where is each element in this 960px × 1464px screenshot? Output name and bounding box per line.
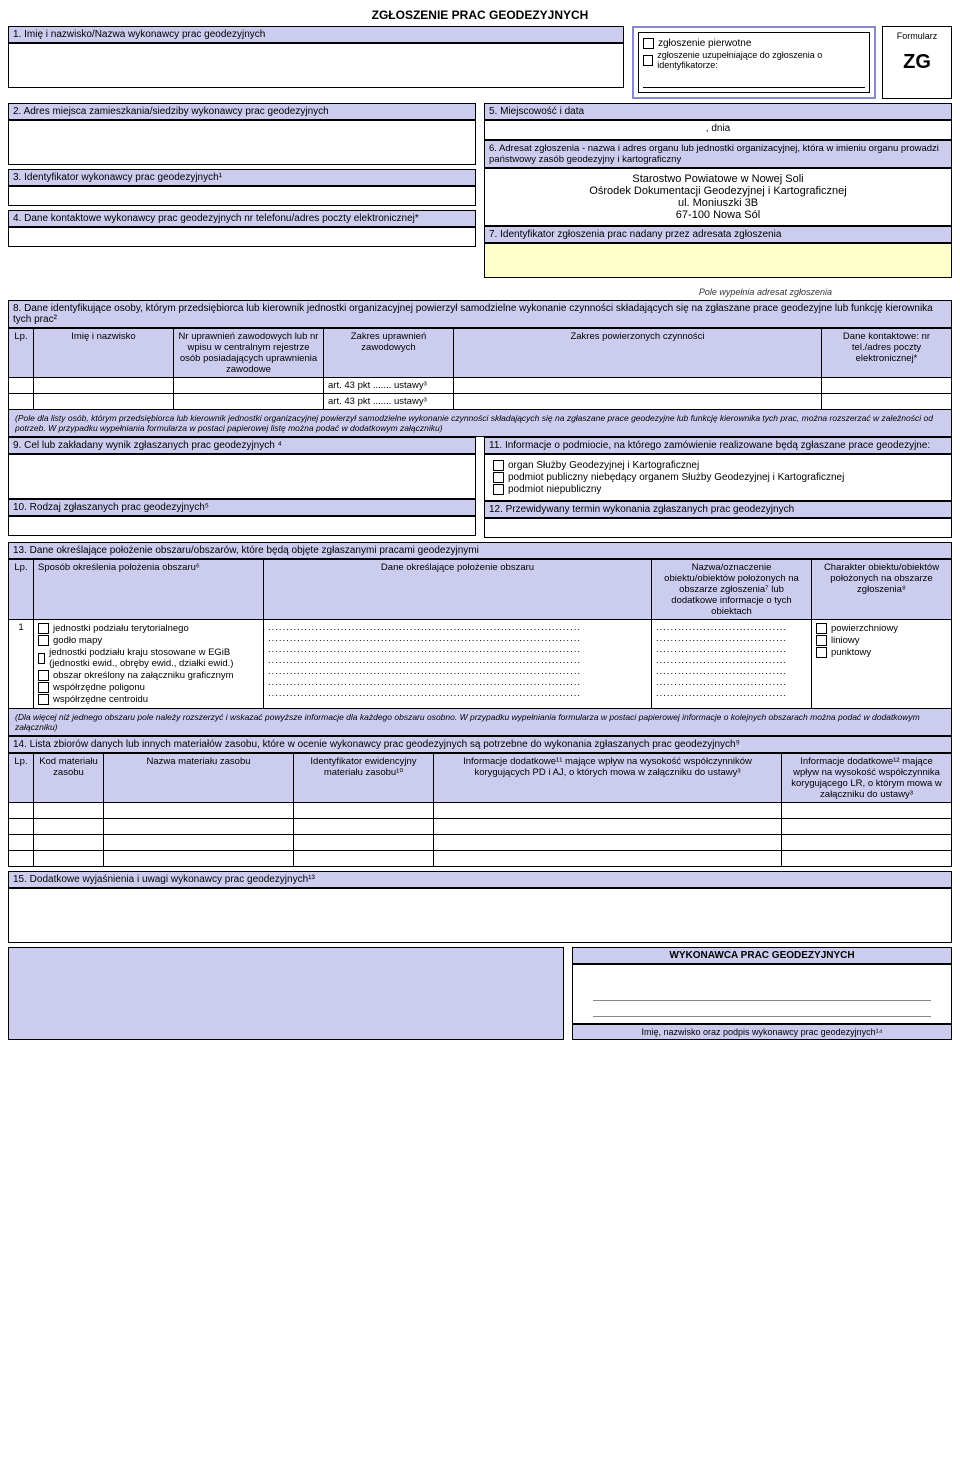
input-address[interactable] (8, 120, 476, 165)
cb-poligon[interactable] (38, 682, 49, 693)
table-row[interactable]: art. 43 pkt ....... ustawy³ (9, 378, 952, 394)
section-7-header: 7. Identyfikator zgłoszenia prac nadany … (484, 226, 952, 243)
section-14-header: 14. Lista zbiorów danych lub innych mate… (8, 736, 952, 753)
recipient-line-3: ul. Moniuszki 3B (489, 197, 947, 209)
table-row[interactable]: 1 jednostki podziału terytorialnego godł… (9, 620, 952, 709)
table-persons: Lp. Imię i nazwisko Nr uprawnień zawodow… (8, 328, 952, 410)
input-goal[interactable] (8, 454, 476, 499)
table-row[interactable]: art. 43 pkt ....... ustawy³ (9, 394, 952, 410)
table-row[interactable] (9, 819, 952, 835)
cb-pierwotne[interactable] (643, 38, 654, 49)
section-4-header: 4. Dane kontaktowe wykonawcy prac geodez… (8, 210, 476, 227)
input-contact[interactable] (8, 227, 476, 247)
recipient-line-1: Starostwo Powiatowe w Nowej Soli (489, 173, 947, 185)
section-3-header: 3. Identyfikator wykonawcy prac geodezyj… (8, 169, 476, 186)
input-type[interactable] (8, 516, 476, 536)
input-identifier-assigned (484, 243, 952, 278)
section-10-header: 10. Rodzaj zgłaszanych prac geodezyjnych… (8, 499, 476, 516)
table-materials: Lp. Kod materiału zasobu Nazwa materiału… (8, 753, 952, 867)
section-5-header: 5. Miejscowość i data (484, 103, 952, 120)
section-8-note: (Pole dla listy osób, którym przedsiębio… (8, 410, 952, 437)
cb-godlo[interactable] (38, 635, 49, 646)
section-11-header: 11. Informacje o podmiocie, na którego z… (484, 437, 952, 454)
table-row[interactable] (9, 851, 952, 867)
input-deadline[interactable] (484, 518, 952, 538)
section-12-header: 12. Przewidywany termin wykonania zgłasz… (484, 501, 952, 518)
form-title: ZGŁOSZENIE PRAC GEODEZYJNYCH (8, 8, 952, 22)
label-uzupel: zgłoszenie uzupełniające do zgłoszenia o… (657, 50, 865, 70)
table-areas: Lp. Sposób określenia położenia obszaru⁶… (8, 559, 952, 709)
input-name[interactable] (8, 43, 624, 88)
filled-by-recipient: Pole wypełnia adresat zgłoszenia (8, 284, 952, 300)
section-1-header: 1. Imię i nazwisko/Nazwa wykonawcy prac … (8, 26, 624, 43)
section-6-header: 6. Adresat zgłoszenia - nazwa i adres or… (484, 140, 952, 168)
cb-liniowy[interactable] (816, 635, 827, 646)
cb-uzupel[interactable] (643, 55, 653, 66)
table-row[interactable] (9, 835, 952, 851)
section-2-header: 2. Adres miejsca zamieszkania/siedziby w… (8, 103, 476, 120)
form-code: ZG (887, 51, 947, 74)
cb-powierzchniowy[interactable] (816, 623, 827, 634)
input-identifier[interactable] (8, 186, 476, 206)
cb-jednostki-teryt[interactable] (38, 623, 49, 634)
recipient-line-4: 67-100 Nowa Sól (489, 209, 947, 221)
input-place-date[interactable]: , dnia (484, 120, 952, 140)
signature-caption: Imię, nazwisko oraz podpis wykonawcy pra… (572, 1024, 952, 1040)
cb-centroid[interactable] (38, 694, 49, 705)
recipient-line-2: Ośrodek Dokumentacji Geodezyjnej i Karto… (489, 185, 947, 197)
section-9-header: 9. Cel lub zakładany wynik zgłaszanych p… (8, 437, 476, 454)
cb-organ[interactable] (493, 460, 504, 471)
cb-punktowy[interactable] (816, 647, 827, 658)
input-remarks[interactable] (8, 888, 952, 943)
cb-podmiot-publiczny[interactable] (493, 472, 504, 483)
cb-zalacznik[interactable] (38, 670, 49, 681)
section-13-note: (Dla więcej niż jednego obszaru pole nal… (8, 709, 952, 736)
label-pierwotne: zgłoszenie pierwotne (658, 38, 751, 49)
section-15-header: 15. Dodatkowe wyjaśnienia i uwagi wykona… (8, 871, 952, 888)
cb-podmiot-niepubliczny[interactable] (493, 484, 504, 495)
section-8-header: 8. Dane identyfikujące osoby, którym prz… (8, 300, 952, 328)
formularz-label: Formularz (887, 31, 947, 41)
section-13-header: 13. Dane określające położenie obszaru/o… (8, 542, 952, 559)
signature-header: WYKONAWCA PRAC GEODEZYJNYCH (572, 947, 952, 964)
cb-egib[interactable] (38, 653, 45, 664)
table-row[interactable] (9, 803, 952, 819)
